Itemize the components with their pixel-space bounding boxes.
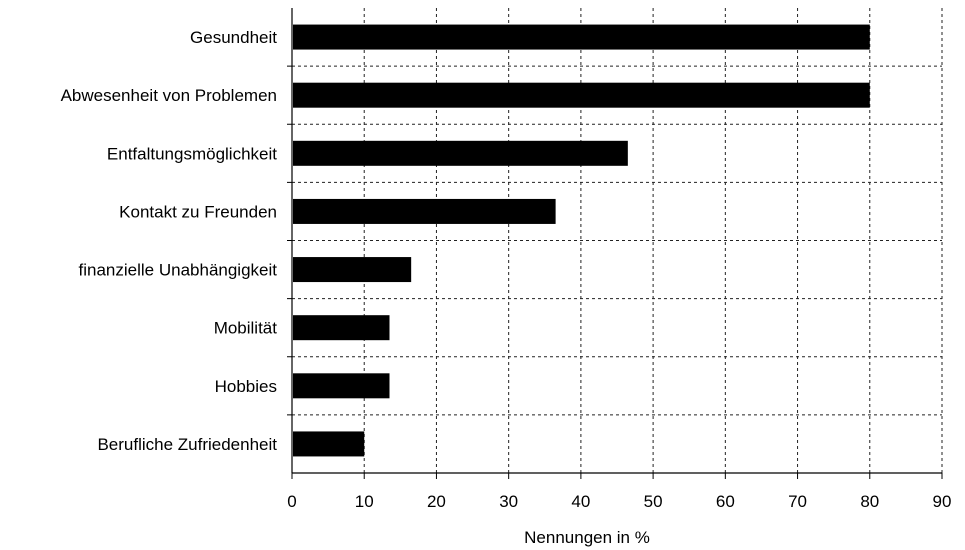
bar	[293, 257, 412, 283]
bar	[293, 431, 365, 457]
x-tick-labels: 0 10 20 30 40 50 60 70 80 90	[287, 492, 951, 511]
category-label: Hobbies	[215, 377, 277, 396]
category-label: Kontakt zu Freunden	[119, 202, 277, 221]
category-label: Entfaltungsmöglichkeit	[107, 144, 277, 163]
x-tick-label: 70	[788, 492, 807, 511]
bar	[293, 373, 390, 399]
bar	[293, 24, 870, 50]
bar	[293, 198, 556, 224]
category-labels: Gesundheit Abwesenheit von Problemen Entfa…	[61, 28, 278, 454]
grid-lines	[292, 8, 943, 473]
bar	[293, 140, 628, 166]
x-tick-label: 0	[287, 492, 296, 511]
axes	[287, 8, 943, 479]
x-tick-label: 60	[716, 492, 735, 511]
category-label: finanzielle Unabhängigkeit	[79, 261, 278, 280]
x-tick-label: 20	[427, 492, 446, 511]
category-label: Berufliche Zufriedenheit	[97, 435, 277, 454]
x-tick-label: 30	[499, 492, 518, 511]
x-tick-label: 10	[355, 492, 374, 511]
x-tick-label: 50	[644, 492, 663, 511]
category-label: Gesundheit	[190, 28, 277, 47]
x-tick-label: 40	[571, 492, 590, 511]
x-tick-label: 90	[933, 492, 952, 511]
bar	[293, 82, 870, 108]
category-label: Abwesenheit von Problemen	[61, 86, 277, 105]
bars	[293, 24, 870, 457]
x-tick-label: 80	[860, 492, 879, 511]
bar	[293, 315, 390, 341]
x-axis-title: Nennungen in %	[524, 528, 650, 547]
category-label: Mobilität	[214, 319, 278, 338]
